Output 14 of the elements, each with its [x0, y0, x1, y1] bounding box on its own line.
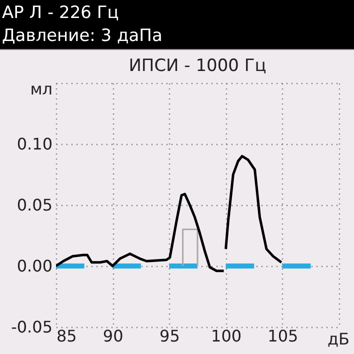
y-tick-label: 0.10 [16, 134, 52, 154]
text: АР Л - 226 Гц [2, 2, 120, 25]
y-tick-label: 0.05 [16, 196, 52, 214]
x-tick-label: 95 [160, 326, 180, 346]
x-tick-label: 100 [211, 326, 242, 346]
x-tick-label: 90 [102, 326, 124, 346]
y-axis-title: мл [30, 80, 52, 98]
y-tick-label: 0.00 [16, 256, 52, 276]
x-axis-title: дБ [327, 330, 350, 348]
x-tick-label: 105 [268, 326, 298, 346]
x-tick-label: 85 [56, 326, 77, 346]
chart-title: ИПСИ - 1000 Гц [128, 56, 266, 76]
text: Давление: 3 даПа [2, 25, 164, 48]
y-tick-label: -0.05 [11, 318, 52, 336]
